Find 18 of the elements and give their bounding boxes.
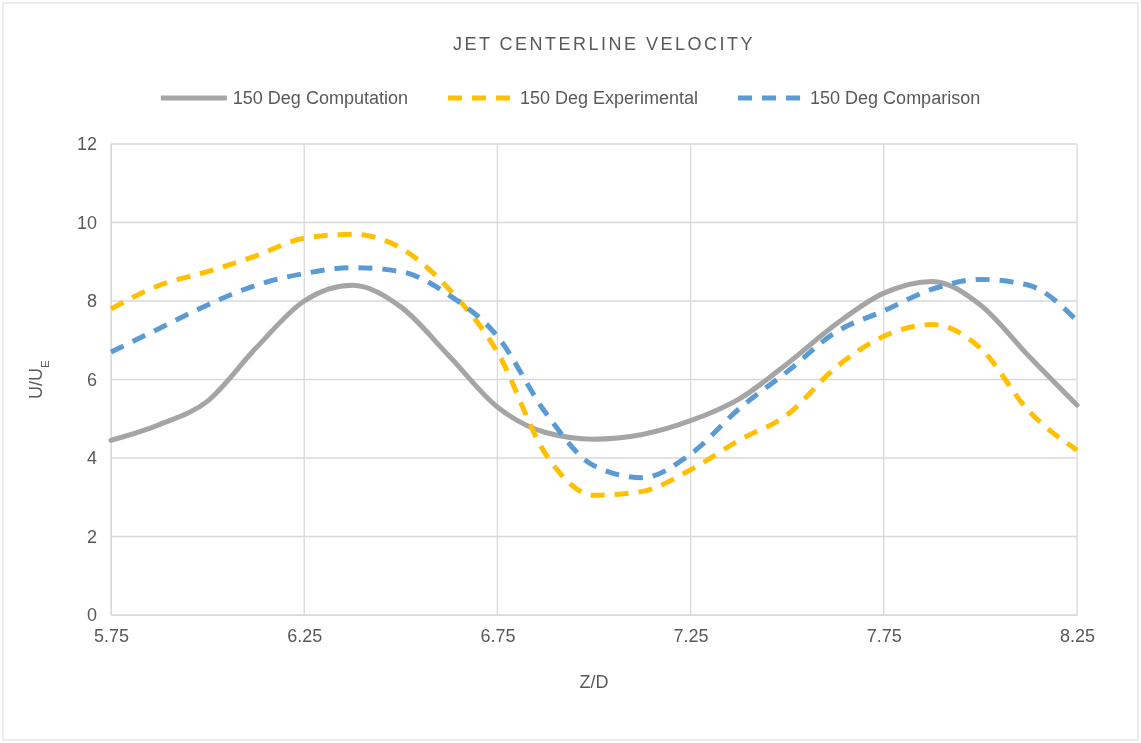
y-tick-label: 6: [86, 369, 97, 390]
y-tick-label: 12: [76, 134, 97, 155]
y-tick-label: 2: [86, 526, 97, 547]
legend-label: 150 Deg Comparison: [810, 88, 981, 108]
x-tick-label: 7.25: [673, 625, 709, 646]
y-tick-label: 8: [86, 291, 97, 312]
y-tick-label: 0: [86, 605, 97, 626]
x-tick-label: 6.75: [480, 625, 516, 646]
legend-label: 150 Deg Experimental: [519, 88, 699, 108]
chart-title: JET CENTERLINE VELOCITY: [452, 34, 756, 54]
legend-label: 150 Deg Computation: [232, 88, 408, 108]
x-tick-label: 8.25: [1059, 625, 1096, 646]
x-tick-label: 6.25: [287, 625, 323, 646]
x-axis-title: Z/D: [579, 672, 609, 692]
y-tick-label: 4: [86, 448, 97, 469]
x-tick-label: 5.75: [93, 625, 130, 646]
x-tick-label: 7.75: [866, 625, 902, 646]
y-tick-label: 10: [76, 212, 97, 233]
